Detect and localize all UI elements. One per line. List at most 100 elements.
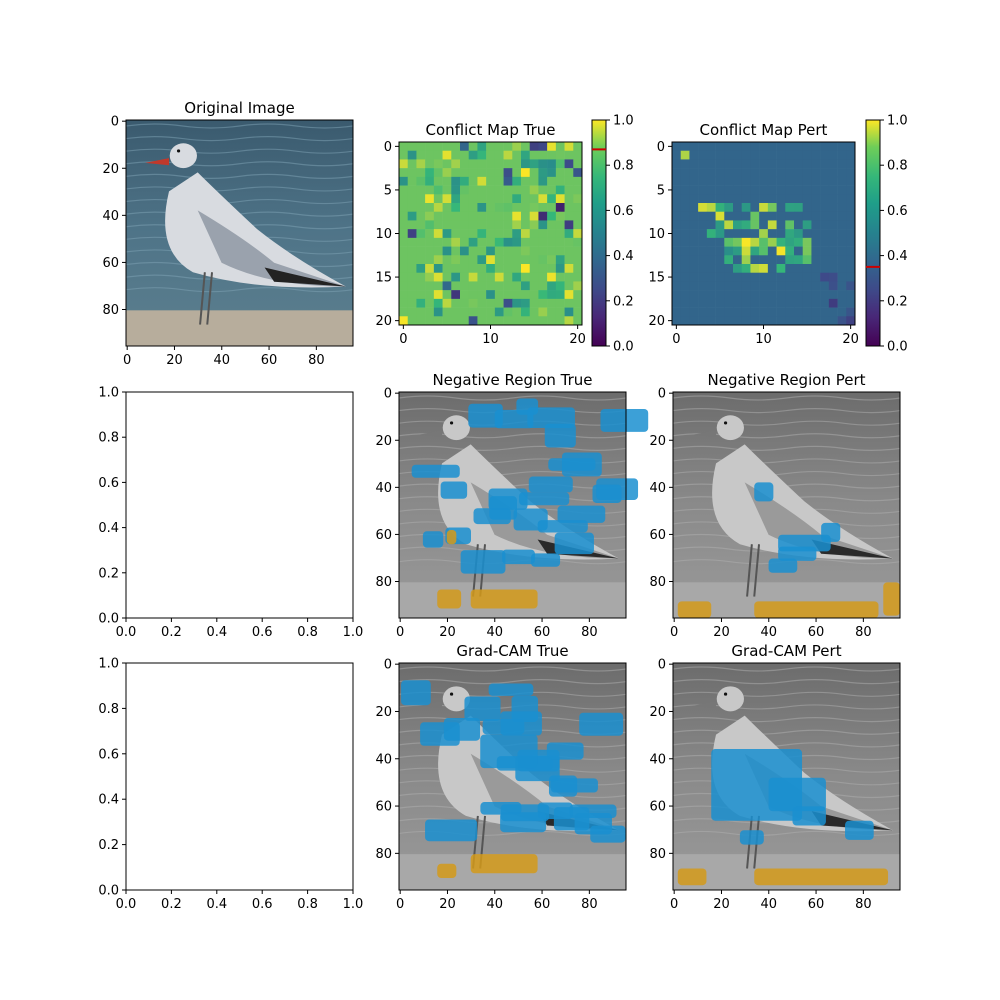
heatmap-cell: [416, 142, 426, 152]
heatmap-cell: [494, 203, 504, 213]
heatmap-cell: [828, 168, 838, 178]
heatmap-cell: [820, 229, 830, 239]
heatmap-cell: [547, 298, 557, 308]
overlay-blob-blue: [401, 680, 431, 706]
heatmap-cell: [538, 246, 548, 256]
heatmap-cell: [433, 194, 443, 204]
heatmap-cell: [680, 168, 690, 178]
y-tick-label: 0: [384, 140, 392, 155]
x-tick-label: 60: [261, 353, 278, 368]
heatmap-cell: [547, 185, 557, 195]
x-tick-label: 80: [308, 353, 325, 368]
heatmap-cell: [538, 203, 548, 213]
heatmap-cell: [672, 246, 682, 256]
x-tick-label: 0: [399, 332, 407, 347]
heatmap-cell: [689, 255, 699, 265]
heatmap-cell: [724, 159, 734, 169]
heatmap-cell: [724, 142, 734, 152]
colorbar-tick-label: 1.0: [887, 114, 908, 129]
heatmap-cell: [672, 211, 682, 221]
overlay-blob-blue: [440, 481, 468, 499]
heatmap-cell: [785, 272, 795, 282]
heatmap-cell: [460, 281, 470, 291]
heatmap-cell: [837, 316, 847, 326]
heatmap-cell: [425, 159, 435, 169]
heatmap-cell: [442, 290, 452, 300]
heatmap-cell: [837, 290, 847, 300]
heatmap-cell: [521, 281, 531, 291]
panel-p_orig: 0 20 40 60 80 0 20 40 60 80 Original Image: [102, 99, 354, 368]
heatmap-cell: [416, 185, 426, 195]
heatmap-cell: [416, 176, 426, 186]
heatmap-cell: [680, 194, 690, 204]
axes-frame: [125, 391, 354, 619]
heatmap-cell: [442, 298, 452, 308]
heatmap-cell: [399, 159, 409, 169]
heatmap-cell: [442, 272, 452, 282]
heatmap-cell: [468, 159, 478, 169]
heatmap-cell: [811, 264, 821, 274]
heatmap-cell: [529, 220, 539, 230]
heatmap-cell: [689, 290, 699, 300]
heatmap-cell: [521, 203, 531, 213]
heatmap-cell: [573, 237, 583, 247]
heatmap-cell: [529, 194, 539, 204]
heatmap-cell: [564, 220, 574, 230]
heatmap-cell: [706, 159, 716, 169]
heatmap-cell: [442, 150, 452, 160]
heatmap-cell: [521, 272, 531, 282]
overlay-blob-blue: [500, 711, 542, 736]
heatmap-cell: [785, 281, 795, 291]
heatmap-cell: [547, 281, 557, 291]
overlay-blob-blue: [473, 508, 511, 525]
heatmap-cell: [846, 298, 856, 308]
heatmap-cell: [706, 290, 716, 300]
heatmap-cell: [759, 307, 769, 317]
heatmap-cell: [564, 176, 574, 186]
heatmap-cell: [433, 290, 443, 300]
heatmap-cell: [442, 246, 452, 256]
heatmap-cell: [468, 168, 478, 178]
heatmap-cell: [555, 307, 565, 317]
wave-line: [125, 287, 354, 293]
heatmap-cell: [460, 176, 470, 186]
wave-line: [125, 123, 354, 129]
heatmap-cell: [715, 203, 725, 213]
heatmap-cell: [776, 168, 786, 178]
heatmap-cell: [494, 176, 504, 186]
heatmap-cell: [741, 272, 751, 282]
heatmap-cell: [794, 142, 804, 152]
heatmap-cell: [555, 298, 565, 308]
heatmap-cell: [494, 281, 504, 291]
overlay-blob-orange: [470, 589, 538, 609]
heatmap-cell: [494, 272, 504, 282]
heatmap-cell: [425, 229, 435, 239]
heatmap-cell: [837, 185, 847, 195]
colorbar-gradient: [592, 120, 606, 346]
heatmap-cell: [706, 168, 716, 178]
heatmap-cell: [846, 229, 856, 239]
bird-body: [712, 444, 893, 560]
heatmap-cell: [433, 264, 443, 274]
heatmap-cell: [573, 176, 583, 186]
heatmap-cell: [750, 229, 760, 239]
heatmap-cell: [433, 211, 443, 221]
heatmap-cell: [529, 150, 539, 160]
heatmap-cell: [794, 203, 804, 213]
heatmap-cell: [451, 194, 461, 204]
heatmap-cell: [802, 290, 812, 300]
heatmap-cell: [794, 281, 804, 291]
wave-line: [398, 679, 627, 685]
heatmap-cell: [442, 237, 452, 247]
heatmap-cell: [512, 168, 522, 178]
y-tick-label: 0.8: [98, 431, 119, 446]
heatmap-cell: [689, 211, 699, 221]
heatmap-cell: [503, 255, 513, 265]
heatmap-cell: [477, 142, 487, 152]
heatmap-cell: [512, 159, 522, 169]
heatmap-cell: [698, 185, 708, 195]
y-tick-label: 0: [658, 658, 666, 673]
y-tick-label: 40: [649, 481, 666, 496]
bird-head: [716, 686, 744, 712]
heatmap-cell: [837, 246, 847, 256]
